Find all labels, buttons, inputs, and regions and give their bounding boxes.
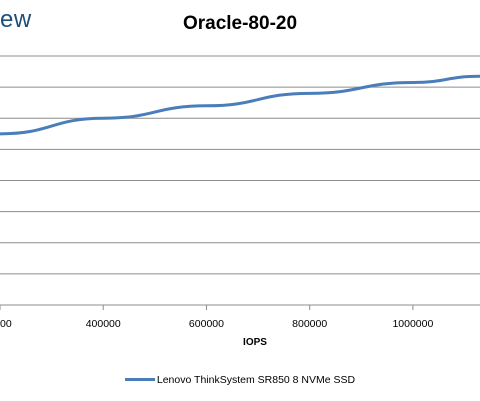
x-tick-label: 400000: [86, 318, 121, 330]
x-tick-label: 800000: [292, 318, 327, 330]
x-tick-label: 1000000: [392, 318, 433, 330]
x-tick-label: 600000: [189, 318, 224, 330]
gridlines: [0, 55, 480, 275]
series-lines: [0, 74, 480, 136]
legend: Lenovo ThinkSystem SR850 8 NVMe SSD: [0, 374, 480, 386]
legend-label: Lenovo ThinkSystem SR850 8 NVMe SSD: [156, 374, 356, 386]
series-line: [0, 74, 480, 136]
x-tick-labels: 00 400000 600000 800000 1000000: [0, 318, 433, 330]
chart-title: Oracle-80-20: [182, 13, 298, 34]
legend-swatch: [124, 377, 155, 381]
x-axis-label: IOPS: [243, 337, 267, 348]
brand-watermark: ew: [0, 6, 32, 33]
x-axis: [0, 304, 480, 310]
x-tick-label: 00: [0, 318, 12, 330]
